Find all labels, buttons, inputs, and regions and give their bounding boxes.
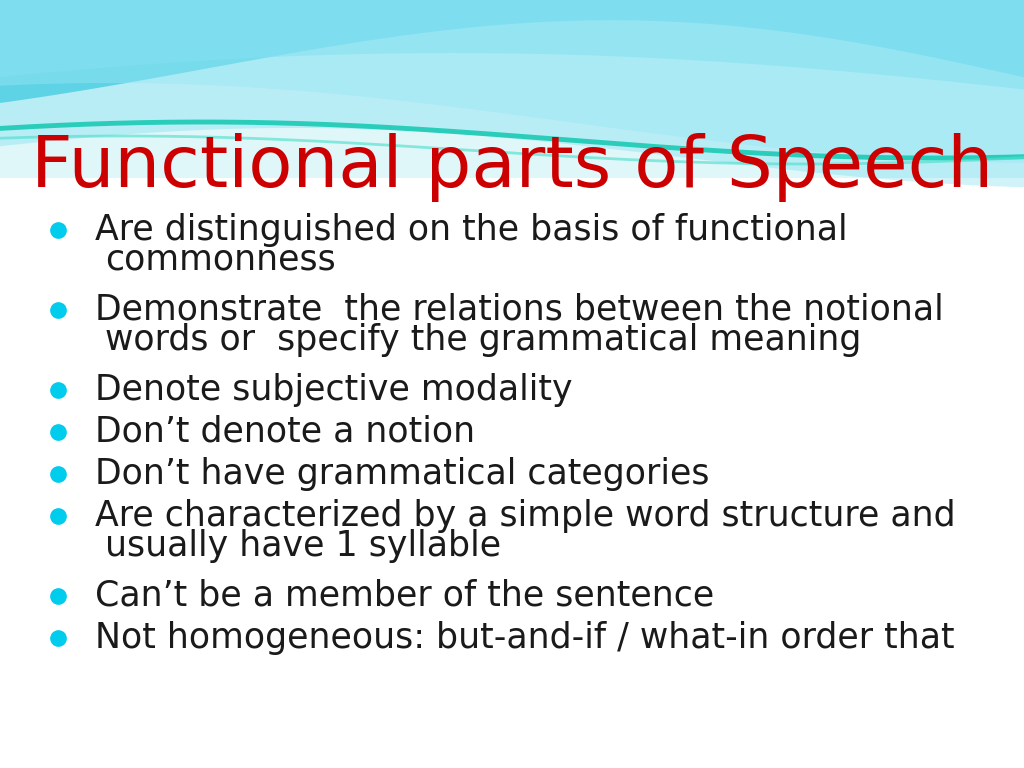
Polygon shape bbox=[0, 0, 1024, 187]
Text: words or  specify the grammatical meaning: words or specify the grammatical meaning bbox=[105, 323, 861, 357]
Polygon shape bbox=[0, 0, 1024, 103]
Text: Denote subjective modality: Denote subjective modality bbox=[95, 373, 572, 407]
Text: Don’t have grammatical categories: Don’t have grammatical categories bbox=[95, 457, 710, 491]
Text: Demonstrate  the relations between the notional: Demonstrate the relations between the no… bbox=[95, 293, 944, 327]
Text: commonness: commonness bbox=[105, 243, 336, 277]
Polygon shape bbox=[0, 0, 1024, 178]
Text: Not homogeneous: but-and-if / what-in order that: Not homogeneous: but-and-if / what-in or… bbox=[95, 621, 954, 655]
Text: Are characterized by a simple word structure and: Are characterized by a simple word struc… bbox=[95, 499, 955, 533]
Polygon shape bbox=[0, 0, 1024, 163]
Text: Don’t denote a notion: Don’t denote a notion bbox=[95, 415, 475, 449]
Text: usually have 1 syllable: usually have 1 syllable bbox=[105, 529, 501, 563]
Text: Are distinguished on the basis of functional: Are distinguished on the basis of functi… bbox=[95, 213, 848, 247]
Polygon shape bbox=[0, 0, 1024, 90]
Text: Can’t be a member of the sentence: Can’t be a member of the sentence bbox=[95, 579, 715, 613]
Text: Functional parts of Speech: Functional parts of Speech bbox=[31, 134, 993, 203]
